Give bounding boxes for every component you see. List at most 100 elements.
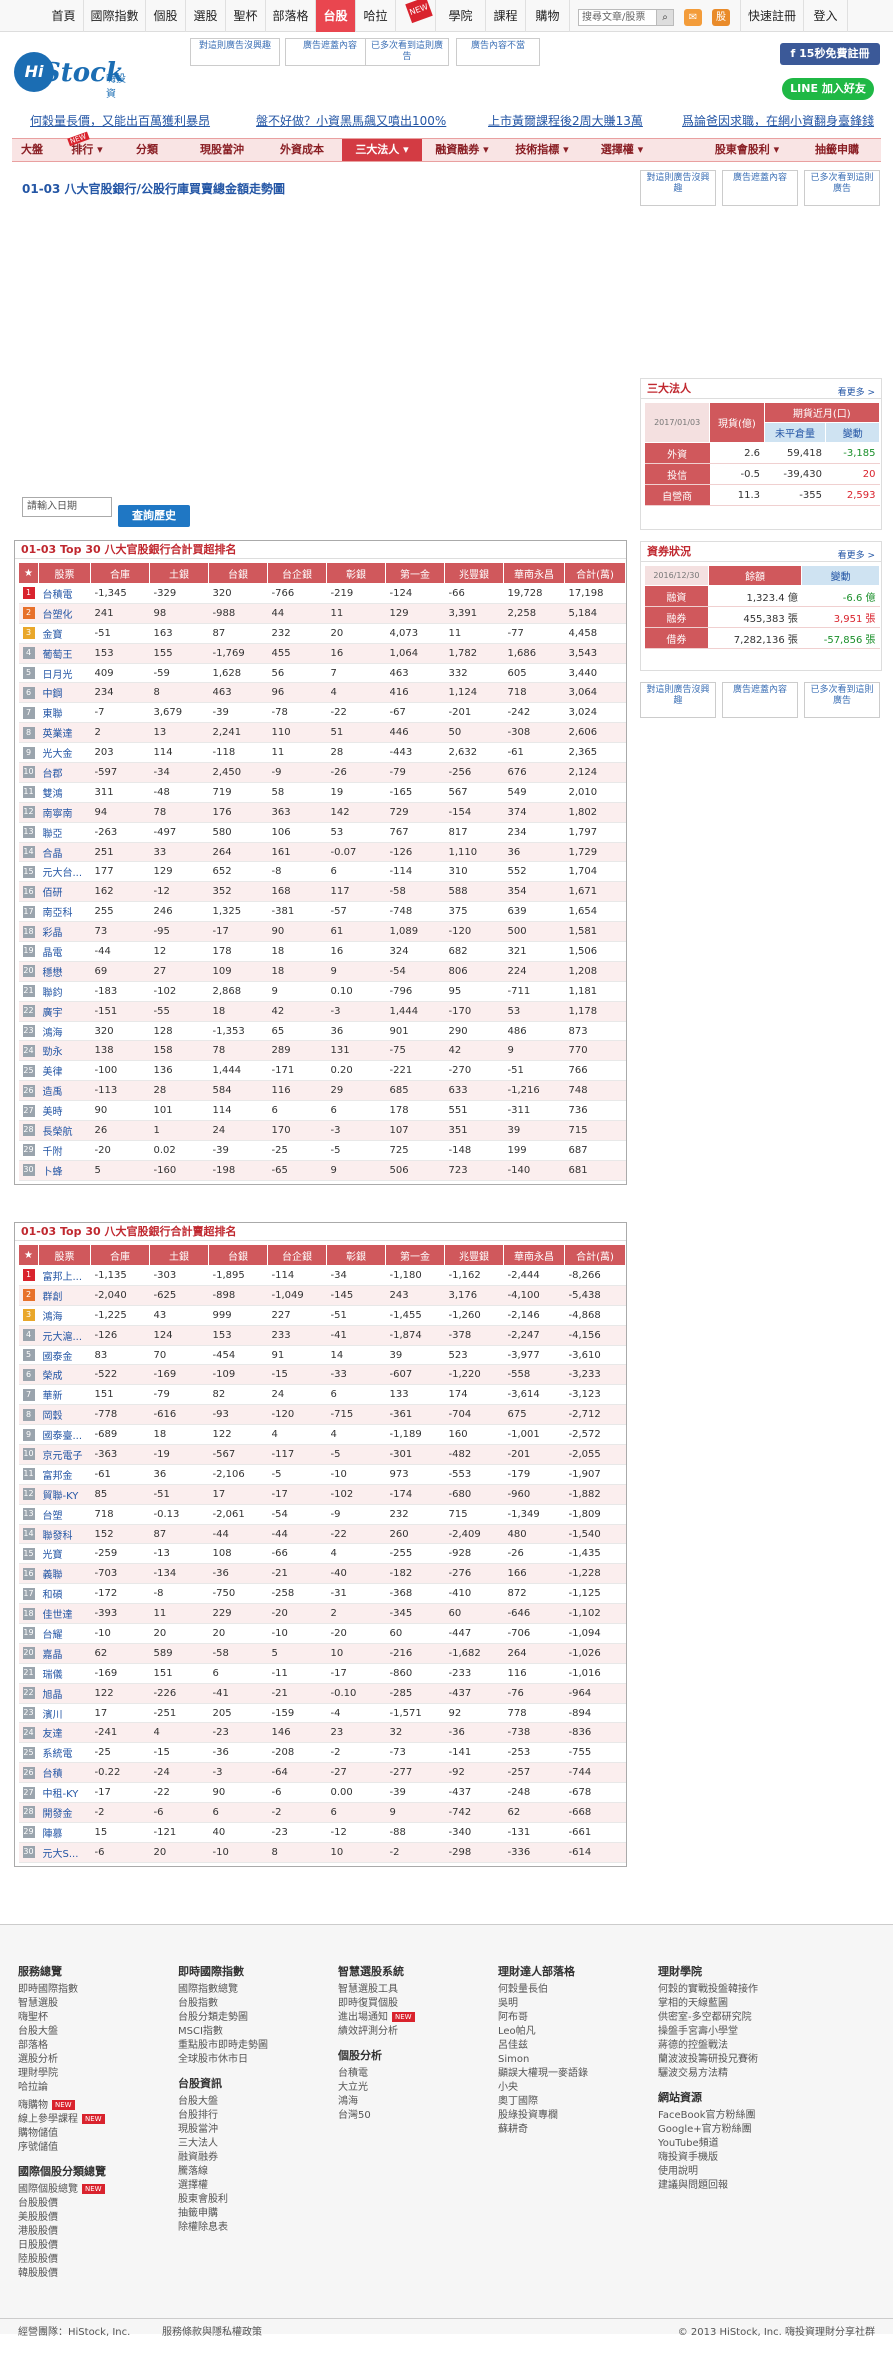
stock-name-link[interactable]: 佳世達 — [38, 1603, 91, 1625]
footer-link[interactable]: 使用說明 — [658, 2165, 758, 2179]
footer-link[interactable]: 掌相的天線藍圖 — [658, 1997, 758, 2011]
stock-name-link[interactable]: 東聯 — [38, 702, 91, 724]
promo-link-3[interactable]: 上市黃爾課程後2周大賺13萬 — [488, 114, 643, 128]
footer-link[interactable]: 台股分類走勢圖 — [178, 2011, 268, 2025]
footer-link[interactable]: 理財學院 — [18, 2067, 106, 2081]
footer-link[interactable]: 嗨聖杯 — [18, 2011, 106, 2025]
facebook-register-button[interactable]: f 15秒免費註冊 — [780, 43, 880, 65]
footer-link[interactable]: 台股股價 — [18, 2197, 106, 2211]
footer-link[interactable]: 何穀量長伯 — [498, 1983, 588, 1997]
stock-name-link[interactable]: 合晶 — [38, 842, 91, 863]
stock-name-link[interactable]: 聯亞 — [38, 822, 91, 843]
nav-screen[interactable]: 選股 — [186, 0, 226, 32]
stock-name-link[interactable]: 金寶 — [38, 623, 91, 644]
footer-link[interactable]: YouTube頻道 — [658, 2137, 758, 2151]
stock-name-link[interactable]: 美時 — [38, 1100, 91, 1122]
side-ad-5[interactable]: 廣告遮蓋內容 — [722, 682, 798, 718]
footer-link[interactable]: 選股分析 — [18, 2053, 106, 2067]
nav-tw-stock[interactable]: 台股 — [316, 0, 356, 32]
stock-name-link[interactable]: 彩晶 — [38, 921, 91, 943]
ad-feedback-4[interactable]: 廣告內容不當 — [456, 38, 540, 66]
menu-ipo-lottery[interactable]: 抽籤申購 — [815, 143, 859, 156]
footer-link[interactable]: 韓股股價 — [18, 2267, 106, 2281]
stock-name-link[interactable]: 聯發科 — [38, 1524, 91, 1545]
site-logo[interactable]: Hi Stock 嗨投資 — [14, 52, 134, 100]
nav-hala[interactable]: 哈拉 — [356, 0, 396, 32]
footer-link[interactable]: 呂佳兹 — [498, 2039, 588, 2053]
stock-name-link[interactable]: 長榮航 — [38, 1120, 91, 1141]
stock-name-link[interactable]: 卜蜂 — [38, 1160, 91, 1181]
footer-link[interactable]: 建議與問題回報 — [658, 2179, 758, 2193]
date-input[interactable]: 請輸入日期 — [22, 497, 112, 517]
footer-link[interactable]: 驪波交易方法精 — [658, 2067, 758, 2081]
footer-link[interactable]: 全球股市休市日 — [178, 2053, 268, 2067]
footer-link[interactable]: 國際個股總覽 NEW — [18, 2183, 106, 2197]
line-add-friend-button[interactable]: LINE 加入好友 — [782, 78, 874, 100]
footer-link[interactable]: 蔣德的控盤戰法 — [658, 2039, 758, 2053]
stock-name-link[interactable]: 台塑 — [38, 1504, 91, 1525]
footer-link[interactable]: 何穀的實戰投盤韓接作 — [658, 1983, 758, 1997]
footer-link[interactable]: 嗨投資手機版 — [658, 2151, 758, 2165]
footer-link[interactable]: 融資融券 — [178, 2151, 268, 2165]
footer-link[interactable]: 顯誤大權現一麥語錄 — [498, 2067, 588, 2081]
stock-name-link[interactable]: 友達 — [38, 1722, 91, 1744]
stock-name-link[interactable]: 瑞儀 — [38, 1663, 91, 1684]
footer-link[interactable]: 績效評測分析 — [338, 2025, 415, 2039]
stock-name-link[interactable]: 光大金 — [38, 742, 91, 764]
side-ad-6[interactable]: 已多次看到這則廣告 — [804, 682, 880, 718]
stock-name-link[interactable]: 國泰金 — [38, 1345, 91, 1366]
stock-name-link[interactable]: 英業達 — [38, 722, 91, 744]
footer-link[interactable]: 奧丁國際 — [498, 2095, 588, 2109]
nav-stock[interactable]: 個股 — [146, 0, 186, 32]
login-link[interactable]: 登入 — [804, 0, 848, 32]
footer-link[interactable]: 即時國際指數 — [18, 1983, 106, 1997]
stock-name-link[interactable]: 和碩 — [38, 1583, 91, 1605]
footer-link[interactable]: 進出場通知 NEW — [338, 2011, 415, 2025]
side-ad-3[interactable]: 已多次看到這則廣告 — [804, 170, 880, 206]
menu-category[interactable]: 分類 — [136, 143, 158, 156]
menu-margin[interactable]: 融資融券 ▾ — [435, 143, 489, 156]
nav-intl-index[interactable]: 國際指數 — [84, 0, 146, 32]
stock-name-link[interactable]: 南寧南 — [38, 802, 91, 823]
footer-link[interactable]: 選擇權 — [178, 2179, 268, 2193]
stock-name-link[interactable]: 元大台... — [38, 861, 91, 883]
stock-name-link[interactable]: 日月光 — [38, 663, 91, 684]
ad-feedback-3[interactable]: 已多次看到這則廣告 — [365, 38, 449, 66]
menu-market[interactable]: 大盤 — [21, 143, 43, 156]
search-icon[interactable]: ⌕ — [656, 9, 674, 26]
query-history-button[interactable]: 查詢歷史 — [118, 505, 190, 527]
stock-name-link[interactable]: 國泰臺... — [38, 1424, 91, 1446]
footer-link[interactable]: 供密室-多空都研究院 — [658, 2011, 758, 2025]
promo-link-2[interactable]: 盤不好做？小資黑馬飆又噴出100% — [256, 114, 447, 128]
footer-link[interactable]: 即時復買個股 — [338, 1997, 415, 2011]
menu-technical[interactable]: 技術指標 ▾ — [515, 143, 569, 156]
footer-link[interactable]: 阿布哥 — [498, 2011, 588, 2025]
stock-name-link[interactable]: 穩懋 — [38, 961, 91, 982]
footer-link[interactable]: 鴻海 — [338, 2095, 415, 2109]
stock-name-link[interactable]: 鴻海 — [38, 1021, 91, 1042]
terms-link[interactable]: 服務條款與隱私權政策 — [162, 2327, 262, 2338]
nav-course[interactable]: 課程 — [486, 0, 526, 32]
footer-link[interactable]: 操盤手宮壽小學堂 — [658, 2025, 758, 2039]
footer-link[interactable]: FaceBook官方粉絲團 — [658, 2109, 758, 2123]
footer-link[interactable]: 除權除息表 — [178, 2221, 268, 2235]
stock-name-link[interactable]: 元大S... — [38, 1842, 91, 1863]
footer-link[interactable]: 台股大盤 — [18, 2025, 106, 2039]
footer-link[interactable]: 台股排行 — [178, 2109, 268, 2123]
footer-link[interactable]: 股東會股利 — [178, 2193, 268, 2207]
stock-name-link[interactable]: 葡萄王 — [38, 643, 91, 664]
margin-more-link[interactable]: 看更多 > — [837, 551, 875, 561]
footer-link[interactable]: 購物儲值 — [18, 2127, 106, 2141]
promo-link-4[interactable]: 爲論爸因求職，在網小資翻身臺鋒錢 — [682, 114, 875, 128]
nav-grail[interactable]: 聖杯 — [226, 0, 266, 32]
footer-link[interactable]: 嗨購物 NEW — [18, 2099, 106, 2113]
menu-options[interactable]: 選擇權 ▾ — [600, 143, 644, 156]
footer-link[interactable]: 吳明 — [498, 1997, 588, 2011]
stock-name-link[interactable]: 旭晶 — [38, 1683, 91, 1704]
stock-name-link[interactable]: 鴻海 — [38, 1305, 91, 1326]
stock-name-link[interactable]: 台耀 — [38, 1623, 91, 1644]
nav-new-item[interactable] — [396, 0, 436, 32]
stock-name-link[interactable]: 聯鈞 — [38, 981, 91, 1002]
menu-institutional[interactable]: 三大法人 ▾ — [342, 139, 422, 161]
table-header-cell[interactable]: ★ — [18, 562, 39, 584]
